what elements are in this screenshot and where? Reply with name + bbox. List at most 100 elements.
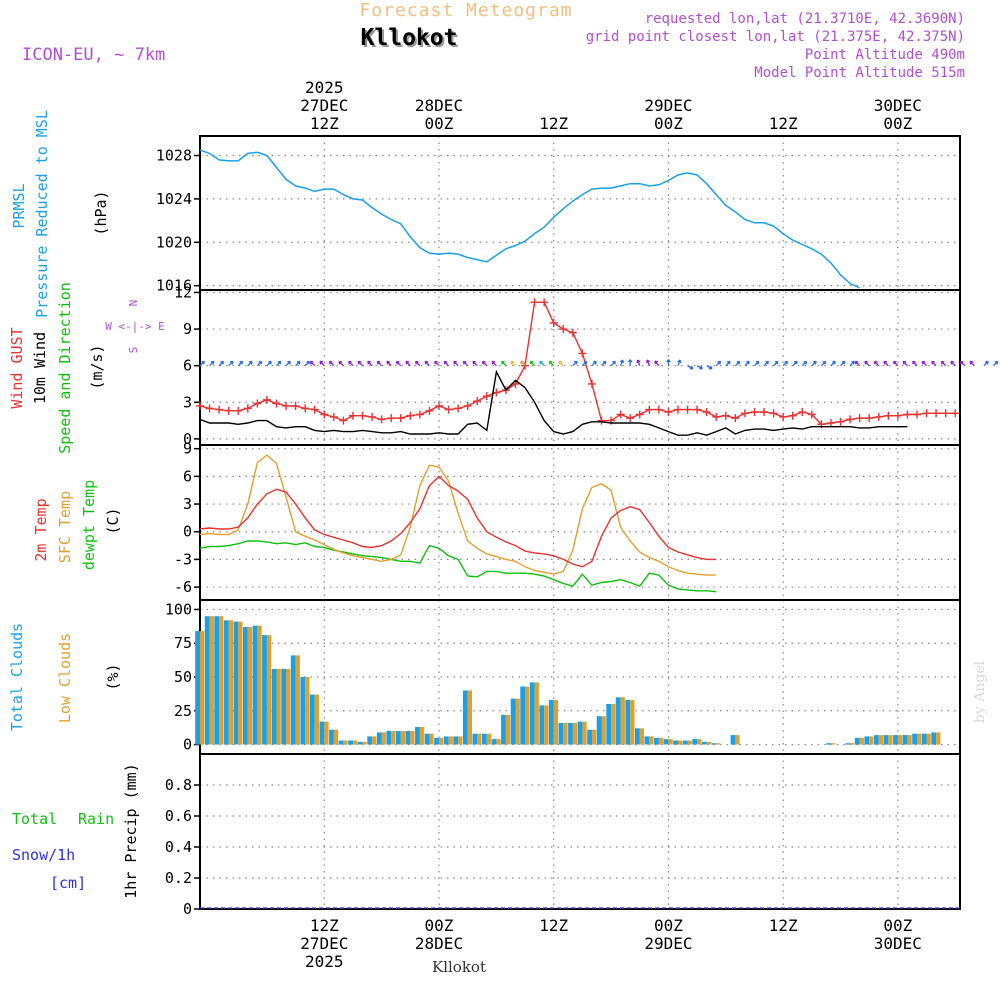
wind-arrow-head-52 <box>699 365 703 370</box>
watermark: by Angel <box>972 660 988 723</box>
low-cloud-bar-30 <box>486 733 492 745</box>
gust-marker-1 <box>205 404 214 413</box>
top-axis-label-0-2: 12Z <box>310 114 339 133</box>
low-cloud-bar-18 <box>372 736 377 745</box>
gust-marker-18 <box>368 412 377 421</box>
wind-arrow-head-53 <box>708 365 713 370</box>
wind10m-label: 10m Wind <box>31 332 49 404</box>
gust-marker-74 <box>903 410 912 419</box>
wind-labels: Wind GUST 10m Wind Speed and Direction (… <box>8 282 165 454</box>
low-cloud-bar-34 <box>525 686 530 745</box>
precip-ytick-label-4: 0.8 <box>165 776 192 794</box>
gust-marker-75 <box>912 410 921 419</box>
precip-labels: Total Rain Snow/1h [cm] 1hr Precip (mm) <box>12 763 140 898</box>
wind-arrow-17 <box>357 360 363 367</box>
gust-marker-76 <box>922 409 931 418</box>
wind-arrow-head-64 <box>813 360 817 365</box>
wind-arrow-63 <box>801 360 808 367</box>
gust-marker-28 <box>463 401 472 410</box>
wind-arrow-80 <box>959 360 966 367</box>
wind-arrow-58 <box>754 360 760 367</box>
wind-direction-label: Speed and Direction <box>56 282 74 454</box>
wind-arrow-42 <box>601 360 607 367</box>
gust-marker-10 <box>291 401 300 410</box>
total-cloud-bar-77 <box>931 732 937 745</box>
gust-marker-79 <box>951 409 960 418</box>
total-cloud-bar-32 <box>501 714 506 745</box>
low-cloud-bar-66 <box>830 743 836 745</box>
low-cloud-bar-53 <box>706 741 711 745</box>
low-clouds-label: Low Clouds <box>56 633 74 723</box>
low-cloud-bar-36 <box>544 705 549 745</box>
wind-arrow-3 <box>228 360 234 367</box>
wind-arrow-41 <box>591 360 597 367</box>
wind-arrow-35 <box>529 360 536 367</box>
gust-marker-3 <box>224 406 233 415</box>
low-cloud-bar-12 <box>314 694 319 745</box>
gust-marker-4 <box>234 406 243 415</box>
total-cloud-bar-43 <box>606 704 612 745</box>
wind-arrow-head-24 <box>424 360 429 365</box>
total-cloud-bar-74 <box>902 735 908 745</box>
gust-marker-38 <box>559 325 568 334</box>
total-cloud-bar-39 <box>568 722 573 745</box>
bottom-axis-label-0-1: 27DEC <box>300 934 348 953</box>
gust-marker-5 <box>243 404 252 413</box>
pressure-labels: PRMSL Pressure Reduced to MSL (hPa) <box>10 110 110 318</box>
wind-arrow-59 <box>763 360 769 367</box>
wind-arrow-head-81 <box>969 360 974 365</box>
gust-marker-67 <box>836 417 845 426</box>
gust-marker-62 <box>788 411 797 420</box>
wind-arrow-44 <box>619 359 625 366</box>
total-cloud-bar-8 <box>271 668 277 745</box>
gust-marker-17 <box>358 411 367 420</box>
gust-marker-14 <box>329 412 338 421</box>
gust-marker-60 <box>769 409 778 418</box>
wind-arrow-head-32 <box>501 360 505 365</box>
low-cloud-bar-33 <box>515 698 520 745</box>
wind-arrow-31 <box>491 360 497 367</box>
wind-arrow-head-58 <box>755 360 760 365</box>
bottom-axis-label-1-1: 28DEC <box>415 934 463 953</box>
wind-arrow-45 <box>627 359 633 366</box>
total-cloud-bar-76 <box>921 733 927 745</box>
wind-arrow-head-31 <box>491 360 496 365</box>
low-cloud-bar-17 <box>362 741 367 745</box>
wind-arrow-head-61 <box>784 360 789 365</box>
low-cloud-bar-32 <box>505 714 511 745</box>
footer-location: Kllokot <box>432 958 486 976</box>
low-cloud-bar-75 <box>917 733 922 745</box>
wind-arrow-head-17 <box>357 360 362 365</box>
pressure-line <box>199 149 860 289</box>
total-cloud-bar-11 <box>300 677 306 745</box>
bottom-axis-label-0-0: 12Z <box>310 916 339 935</box>
low-cloud-bar-43 <box>611 704 616 745</box>
low-cloud-bar-1 <box>209 616 214 745</box>
low-cloud-bar-27 <box>458 736 463 745</box>
low-cloud-bar-44 <box>620 697 625 745</box>
total-cloud-bar-15 <box>338 740 344 745</box>
temp-labels: 2m Temp SFC Temp dewpt Temp (C) <box>32 480 122 570</box>
wind-arrow-75 <box>912 360 918 367</box>
wind-arrow-43 <box>610 360 616 367</box>
total-cloud-bar-72 <box>883 735 889 745</box>
wind-arrow-head-60 <box>774 360 779 365</box>
wind-arrow-33 <box>510 360 516 367</box>
top-axis-label-1-1: 00Z <box>425 114 454 133</box>
wind-arrow-head-46 <box>636 359 641 364</box>
total-cloud-bar-28 <box>462 690 468 745</box>
wind-arrow-30 <box>481 360 488 367</box>
gust-marker-23 <box>415 410 424 419</box>
wind-arrow-26 <box>443 360 450 367</box>
wind-arrow-head-19 <box>376 360 381 365</box>
wind-arrow-head-75 <box>912 360 916 365</box>
total-cloud-bar-25 <box>434 737 439 745</box>
wind-arrow-head-30 <box>481 360 486 365</box>
low-cloud-bar-22 <box>410 731 415 745</box>
wind-arrow-47 <box>645 359 651 366</box>
temperature-ytick-label-2: 0 <box>183 523 192 541</box>
low-cloud-bar-73 <box>897 735 903 745</box>
wind-arrow-head-67 <box>841 360 846 365</box>
wind-arrow-head-69 <box>854 360 859 365</box>
top-axis-label-2-0: 12Z <box>539 114 568 133</box>
